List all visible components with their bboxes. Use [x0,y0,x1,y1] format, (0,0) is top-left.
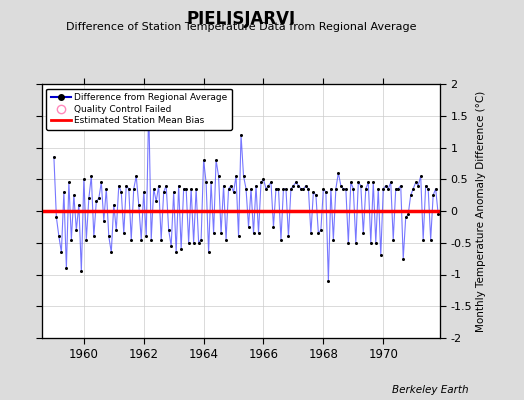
Text: Berkeley Earth: Berkeley Earth [392,385,469,395]
Y-axis label: Monthly Temperature Anomaly Difference (°C): Monthly Temperature Anomaly Difference (… [476,90,486,332]
Text: PIELISJARVI: PIELISJARVI [187,10,296,28]
Text: Difference of Station Temperature Data from Regional Average: Difference of Station Temperature Data f… [66,22,416,32]
